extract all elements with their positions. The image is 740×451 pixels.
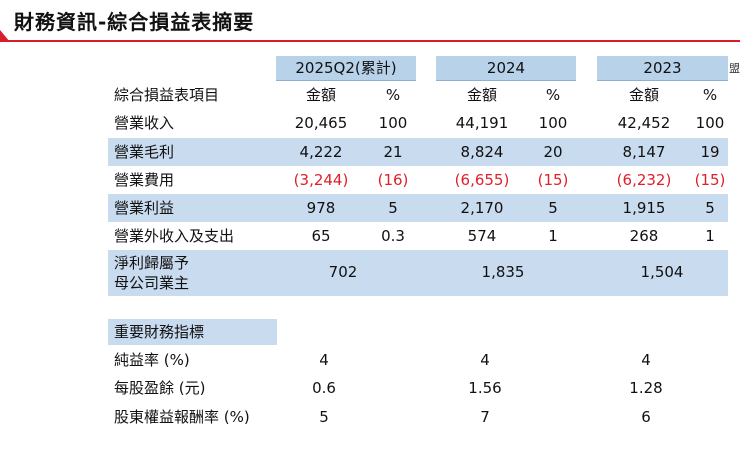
value-pct: 5	[388, 199, 398, 217]
indicator-value: 4	[480, 351, 490, 369]
value-pct: 100	[378, 114, 408, 132]
value-pct: 100	[538, 114, 568, 132]
indicator-value: 4	[641, 351, 651, 369]
value-pct-negative: (15)	[694, 171, 726, 189]
net-income-label-line2: 母公司業主	[114, 274, 190, 292]
value-amount: 1,915	[622, 199, 666, 217]
indicator-value: 7	[480, 408, 490, 426]
indicator-label: 股東權益報酬率 (%)	[114, 408, 250, 426]
row-label: 營業費用	[114, 171, 175, 189]
period-header-2023: 2023	[597, 56, 728, 81]
value-amount-negative: (3,244)	[293, 171, 349, 189]
column-header-amount: 金額	[628, 86, 660, 104]
value-amount: 4,222	[299, 143, 343, 161]
net-income-label-line1: 淨利歸屬予	[114, 254, 190, 272]
period-header-2024: 2024	[436, 56, 576, 81]
value-amount-negative: (6,232)	[616, 171, 672, 189]
value-pct: 5	[548, 199, 558, 217]
indicator-value: 0.6	[312, 379, 336, 397]
row-band	[108, 138, 728, 166]
value-pct: 0.3	[381, 227, 405, 245]
value-pct: 5	[705, 199, 715, 217]
column-header-amount: 金額	[305, 86, 337, 104]
value-amount: 978	[306, 199, 336, 217]
row-band	[108, 194, 728, 222]
value-amount: 65	[311, 227, 331, 245]
net-income-value: 1,504	[640, 263, 684, 281]
row-label: 營業外收入及支出	[114, 227, 235, 245]
value-amount-negative: (6,655)	[454, 171, 510, 189]
value-amount: 574	[467, 227, 497, 245]
value-amount: 20,465	[294, 114, 348, 132]
red-corner-mark	[0, 30, 10, 42]
value-pct-negative: (15)	[537, 171, 569, 189]
row-label: 營業毛利	[114, 143, 175, 161]
page-title: 財務資訊-綜合損益表摘要	[14, 10, 255, 34]
indicator-label: 每股盈餘 (元)	[114, 379, 206, 397]
value-amount: 268	[629, 227, 659, 245]
indicator-value: 6	[641, 408, 651, 426]
column-header-pct: %	[545, 86, 561, 104]
row-label: 營業收入	[114, 114, 175, 132]
indicator-label: 純益率 (%)	[114, 351, 190, 369]
net-income-value: 702	[328, 263, 358, 281]
column-header-amount: 金額	[466, 86, 498, 104]
indicator-value: 5	[319, 408, 329, 426]
title-underline	[0, 40, 740, 42]
column-header-pct: %	[385, 86, 401, 104]
net-income-value: 1,835	[481, 263, 525, 281]
value-pct: 19	[700, 143, 720, 161]
value-pct: 1	[705, 227, 715, 245]
value-pct: 21	[383, 143, 403, 161]
value-amount: 8,824	[460, 143, 504, 161]
value-pct: 1	[548, 227, 558, 245]
indicator-value: 4	[319, 351, 329, 369]
cut-off-edge-text: 盟	[729, 62, 740, 75]
row-band	[108, 250, 728, 296]
value-amount: 42,452	[617, 114, 671, 132]
value-pct: 20	[543, 143, 563, 161]
indicator-value: 1.56	[468, 379, 502, 397]
indicators-title: 重要財務指標	[114, 323, 205, 341]
value-pct-negative: (16)	[377, 171, 409, 189]
period-header-2025q2: 2025Q2(累計)	[276, 56, 416, 81]
row-label: 營業利益	[114, 199, 175, 217]
column-header-item: 綜合損益表項目	[114, 86, 220, 104]
value-amount: 8,147	[622, 143, 666, 161]
value-pct: 100	[695, 114, 725, 132]
indicator-title-band	[108, 319, 277, 345]
indicator-value: 1.28	[629, 379, 663, 397]
column-header-pct: %	[702, 86, 718, 104]
value-amount: 2,170	[460, 199, 504, 217]
value-amount: 44,191	[455, 114, 509, 132]
